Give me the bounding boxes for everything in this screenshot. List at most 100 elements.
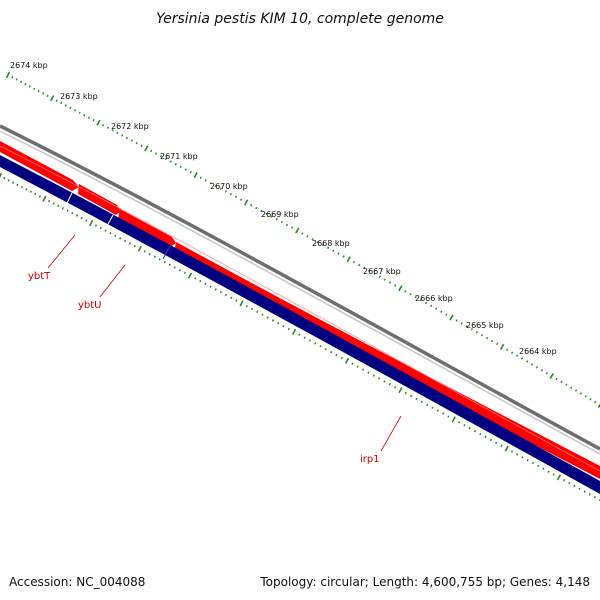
reverse-gene-track: [0, 155, 600, 494]
gene-boundary-2: [105, 214, 114, 229]
label-line-irp1: [380, 415, 402, 452]
outer-minor-tick: [64, 104, 67, 107]
inner-minor-tick: [230, 296, 233, 299]
outer-minor-tick: [224, 190, 227, 193]
outer-minor-tick: [419, 298, 422, 302]
outer-minor-tick: [24, 82, 27, 86]
outer-minor-tick: [130, 139, 133, 142]
outer-minor-tick: [234, 195, 238, 199]
outer-minor-tick: [394, 284, 397, 287]
label-line-ybtT: [47, 234, 76, 269]
inner-minor-tick: [415, 397, 418, 401]
inner-minor-tick: [436, 409, 439, 412]
backbone-inner-line: [0, 130, 600, 455]
tick-label-2666: 2666 kbp: [415, 294, 453, 303]
outer-minor-tick: [116, 131, 119, 135]
outer-minor-tick: [229, 192, 233, 196]
outer-major-tick: [597, 403, 600, 409]
inner-minor-tick: [123, 239, 127, 243]
outer-minor-tick: [179, 165, 182, 169]
outer-minor-tick: [388, 281, 392, 284]
inner-minor-tick: [351, 362, 354, 366]
gene-label-irp1[interactable]: irp1: [360, 454, 380, 465]
inner-minor-tick: [568, 481, 571, 485]
inner-minor-tick: [34, 192, 37, 196]
gene-forward-irp1[interactable]: [174, 242, 600, 479]
outer-minor-tick: [83, 113, 86, 117]
outer-minor-tick: [510, 351, 514, 354]
gene-label-ybtU[interactable]: ybtU: [78, 300, 102, 311]
outer-minor-tick: [363, 266, 366, 270]
tick-label-2669: 2669 kbp: [261, 210, 299, 219]
inner-minor-tick: [479, 432, 482, 436]
outer-minor-tick: [409, 292, 412, 296]
outer-minor-tick: [69, 106, 72, 110]
inner-minor-tick: [250, 307, 254, 311]
inner-minor-tick: [7, 179, 10, 182]
outer-minor-tick: [485, 336, 489, 340]
tick-label-2665: 2665 kbp: [466, 321, 504, 330]
inner-tick-marks: [0, 172, 600, 502]
outer-minor-tick: [164, 157, 168, 161]
outer-minor-tick: [495, 342, 499, 346]
inner-minor-tick: [277, 322, 280, 325]
inner-minor-tick: [3, 176, 6, 180]
inner-minor-tick: [271, 319, 275, 322]
inner-minor-tick: [194, 277, 197, 280]
inner-minor-tick: [330, 350, 333, 354]
inner-minor-tick: [303, 336, 306, 339]
outer-major-tick: [243, 199, 249, 206]
gene-forward-highlight: [0, 145, 600, 472]
outer-minor-tick: [424, 301, 428, 305]
inner-minor-tick: [468, 427, 471, 430]
inner-minor-tick: [495, 441, 498, 445]
inner-minor-tick: [204, 282, 207, 286]
outer-minor-tick: [565, 383, 568, 386]
inner-major-tick: [89, 220, 94, 227]
inner-major-tick: [504, 445, 509, 452]
outer-major-tick: [398, 285, 403, 292]
outer-minor-tick: [475, 331, 479, 334]
accession-text: Accession: NC_004088: [9, 575, 145, 589]
outer-minor-tick: [373, 272, 376, 276]
inner-minor-tick: [516, 453, 519, 456]
inner-minor-tick: [173, 266, 176, 269]
outer-minor-tick: [440, 310, 443, 313]
inner-minor-tick: [163, 260, 166, 264]
outer-minor-tick: [42, 92, 45, 95]
outer-major-tick: [449, 314, 454, 321]
inner-minor-tick: [526, 458, 529, 462]
tick-label-2674: 2674 kbp: [10, 61, 48, 70]
gene-label-ybtT[interactable]: ybtT: [28, 271, 51, 282]
inner-minor-tick: [531, 461, 535, 465]
inner-minor-tick: [393, 385, 397, 389]
outer-minor-tick: [111, 129, 114, 132]
inner-minor-tick: [29, 190, 32, 193]
outer-minor-tick: [316, 240, 319, 244]
gene-forward-3[interactable]: [118, 209, 176, 247]
outer-minor-tick: [19, 80, 23, 84]
outer-minor-tick: [78, 111, 81, 114]
inner-minor-tick: [224, 293, 228, 297]
tick-label-2672: 2672 kbp: [111, 122, 149, 131]
inner-minor-tick: [199, 279, 202, 283]
inner-minor-tick: [66, 209, 69, 212]
outer-minor-tick: [404, 290, 407, 293]
tick-label-2668: 2668 kbp: [312, 239, 350, 248]
inner-minor-tick: [324, 347, 327, 351]
inner-minor-tick: [367, 371, 370, 374]
outer-minor-tick: [414, 295, 417, 299]
map-title: Yersinia pestis KIM 10, complete genome: [156, 11, 444, 27]
inner-minor-tick: [178, 268, 182, 272]
outer-minor-tick: [255, 206, 258, 210]
inner-major-tick: [239, 300, 244, 307]
outer-major-tick: [346, 256, 351, 263]
gene-reverse-band[interactable]: [0, 155, 600, 494]
inner-minor-tick: [383, 380, 386, 383]
inner-minor-tick: [153, 255, 156, 258]
inner-major-tick: [42, 195, 47, 202]
inner-minor-tick: [473, 429, 477, 433]
outer-minor-tick: [545, 371, 548, 375]
inner-minor-tick: [356, 365, 359, 368]
outer-minor-tick: [520, 357, 524, 360]
